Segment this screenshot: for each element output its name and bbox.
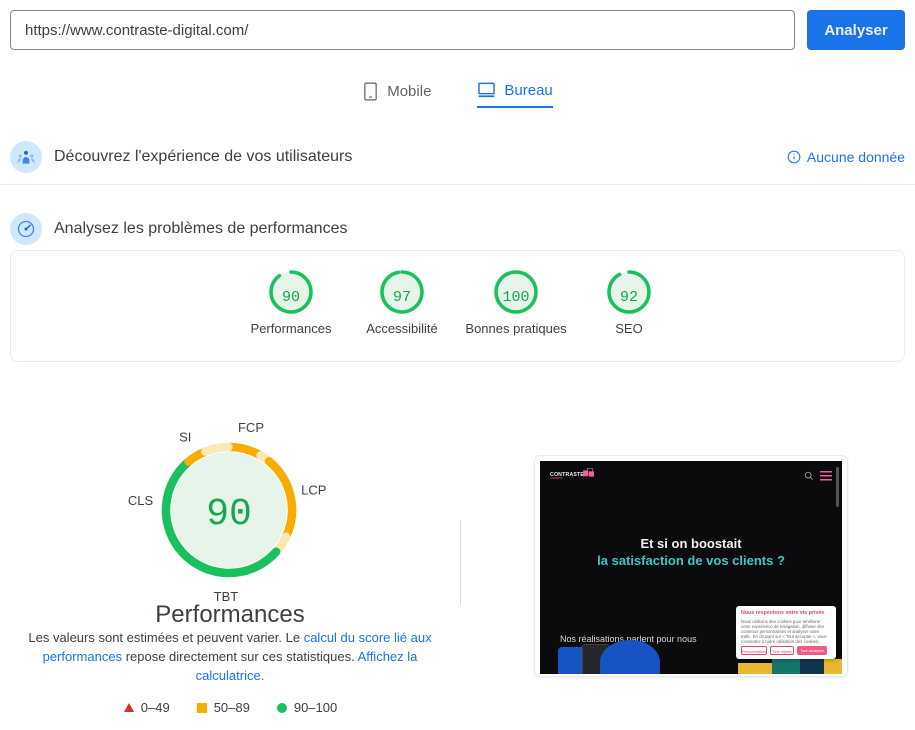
svg-text:CLS: CLS xyxy=(128,493,154,508)
svg-text:92: 92 xyxy=(620,289,638,306)
svg-text:97: 97 xyxy=(393,289,411,306)
svg-text:90: 90 xyxy=(206,493,252,536)
svg-text:90: 90 xyxy=(282,289,300,306)
svg-text:SI: SI xyxy=(179,429,191,444)
svg-text:FCP: FCP xyxy=(238,420,264,435)
svg-text:LCP: LCP xyxy=(301,483,326,498)
svg-text:100: 100 xyxy=(502,289,529,306)
